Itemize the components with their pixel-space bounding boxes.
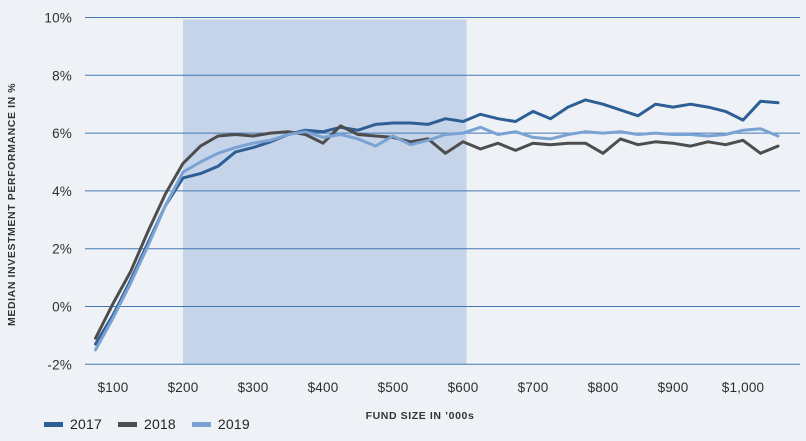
highlight-band [183, 19, 467, 365]
x-tick-label: $500 [378, 380, 409, 395]
y-axis-title: MEDIAN INVESTMENT PERFORMANCE IN % [6, 82, 18, 326]
x-tick-label: $300 [238, 380, 269, 395]
y-tick-label: 0% [52, 300, 72, 315]
legend-item-2017: 2017 [44, 416, 102, 432]
x-tick-label: $100 [98, 380, 129, 395]
legend-swatch-2019 [191, 421, 211, 427]
y-tick-label: 2% [52, 242, 72, 257]
x-tick-label: $900 [658, 380, 689, 395]
x-tick-label: $200 [168, 380, 199, 395]
x-tick-label: $600 [448, 380, 479, 395]
y-tick-label: 6% [52, 126, 72, 141]
x-tick-label: $800 [588, 380, 619, 395]
y-tick-label: 10% [44, 11, 72, 26]
series-line-2019 [94, 125, 780, 352]
legend-label: 2019 [217, 416, 250, 432]
legend-item-2018: 2018 [117, 416, 176, 432]
legend-label: 2017 [70, 416, 102, 432]
x-tick-label: $700 [518, 380, 549, 395]
y-tick-label: 4% [52, 184, 72, 199]
legend-swatch-2018 [117, 421, 137, 427]
y-tick-label: -2% [47, 357, 72, 372]
x-tick-label: $400 [308, 380, 339, 395]
legend-swatch-2017 [44, 421, 63, 427]
x-tick-label: $1,000 [722, 380, 765, 395]
legend-item-2019: 2019 [191, 416, 250, 432]
legend: 2017 2018 2019 [44, 416, 250, 432]
x-axis-title: FUND SIZE IN ’000s [365, 410, 475, 422]
series-line-2017 [94, 98, 780, 346]
y-tick-label: 8% [52, 68, 72, 83]
series-line-2018 [94, 124, 780, 340]
legend-label: 2018 [143, 416, 176, 432]
